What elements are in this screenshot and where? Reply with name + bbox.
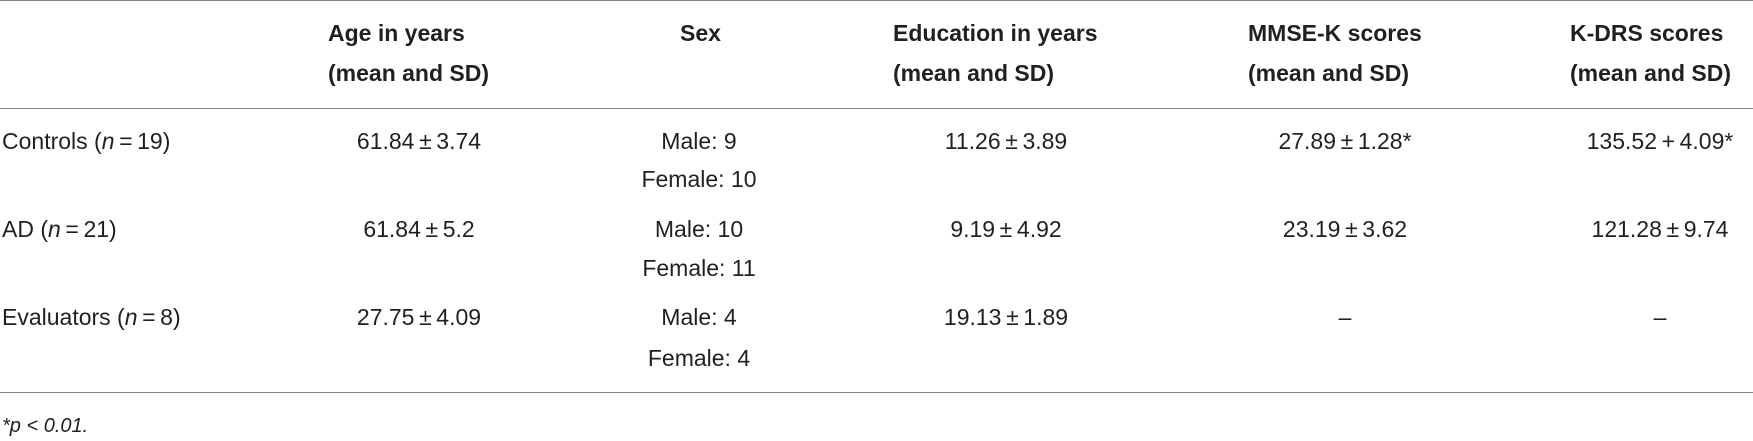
column-header: (mean and SD) (1248, 60, 1410, 86)
row-label-part: = 19) (114, 128, 171, 154)
column-header: Age in years (328, 20, 465, 46)
column-header: (mean and SD) (328, 60, 490, 86)
footnote: *p < 0.01. (2, 415, 89, 437)
row-label: Evaluators (n = 8) (2, 303, 181, 331)
column-header: K-DRS scores (1570, 20, 1724, 46)
cell: Female: 4 (647, 345, 751, 371)
cell: 27.89 ± 1.28* (1278, 128, 1412, 154)
row-label-part: n (48, 216, 61, 242)
cell: Female: 11 (642, 255, 756, 281)
cell: 9.19 ± 4.92 (950, 216, 1062, 242)
row-label-part: = 21) (60, 216, 117, 242)
row-label-part: n (124, 304, 138, 330)
row-label-part: n (101, 128, 115, 154)
header-rule (0, 108, 1753, 109)
cell: – (1338, 304, 1352, 330)
cell: 19.13 ± 1.89 (943, 304, 1069, 330)
bottom-rule (0, 392, 1753, 393)
cell: 61.84 ± 3.74 (356, 128, 482, 154)
cell: 61.84 ± 5.2 (363, 216, 475, 242)
column-header: (mean and SD) (893, 60, 1055, 86)
cell: Male: 10 (654, 216, 744, 242)
cell: 121.28 ± 9.74 (1591, 216, 1729, 242)
column-header: MMSE-K scores (1248, 20, 1422, 46)
cell: Female: 10 (641, 166, 757, 192)
row-label-part: Controls ( (2, 128, 102, 154)
column-header: Education in years (893, 20, 1098, 46)
column-header: (mean and SD) (1570, 60, 1732, 86)
cell: 135.52 + 4.09* (1586, 128, 1734, 154)
cell: 27.75 ± 4.09 (356, 304, 482, 330)
column-header: Sex (680, 20, 721, 46)
cell: 11.26 ± 3.89 (944, 128, 1068, 154)
row-label-part: AD ( (2, 216, 48, 242)
top-rule (0, 0, 1753, 1)
cell: Male: 9 (661, 128, 737, 154)
row-label-part: Evaluators ( (2, 304, 125, 330)
row-label: AD (n = 21) (2, 215, 117, 243)
cell: Male: 4 (661, 304, 737, 330)
row-label: Controls (n = 19) (2, 127, 170, 155)
row-label-part: = 8) (137, 304, 181, 330)
cell: 23.19 ± 3.62 (1282, 216, 1408, 242)
cell: – (1653, 304, 1667, 330)
